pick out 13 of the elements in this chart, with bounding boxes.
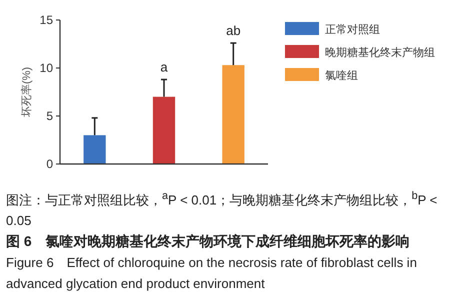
legend-label: 正常对照组 [325,23,380,36]
text: Figure 6 Effect of chloroquine on the necrosis rate of fibroblast cells in advanced glycation end product environment [6,254,418,294]
text: 图注：与正常对照组比较，$^{a}$P < 0.01；与晚期糖基化终末产物组比较，$^{b}$P < 0.05 [6,190,438,228]
legend-label: 氯喹组 [325,69,358,82]
y-tick-label: 15 [40,13,54,27]
annotation: ab [226,23,241,38]
legend-label: 晚期糖基化终末产物组 [325,46,435,59]
annotation: a [160,60,168,75]
y-axis-title: 坏死率(%) [20,66,33,118]
y-tick-label: 0 [46,157,54,171]
y-tick-label: 10 [40,61,54,75]
text: 图 6 氯喹对晚期糖基化终末产物环境下成纤维细胞坏死率的影响 [6,232,411,252]
y-tick-label: 5 [46,109,54,123]
